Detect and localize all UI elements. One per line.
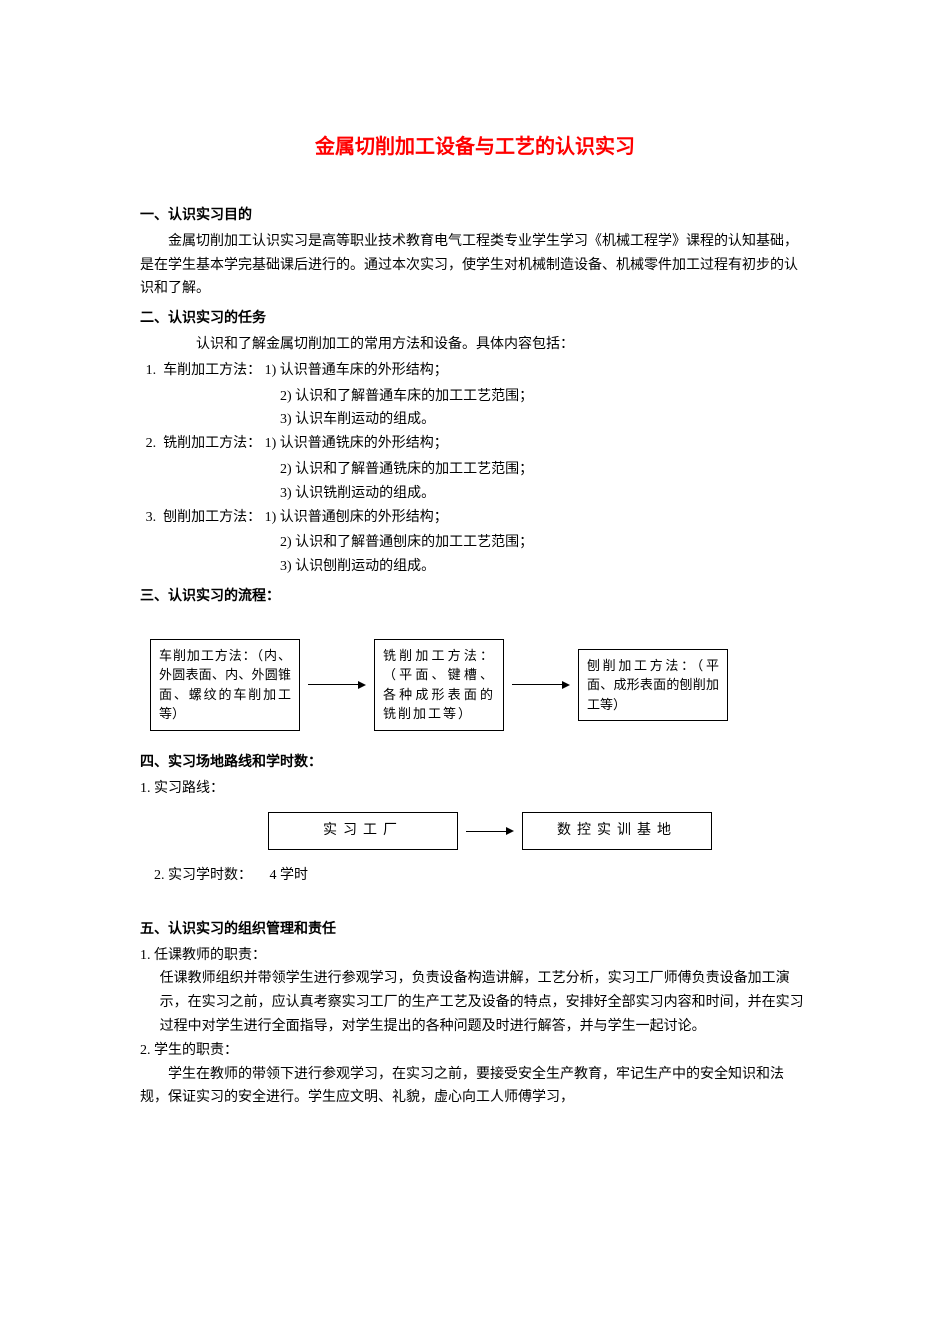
task-3-sub-1: 1) 认识普通刨床的外形结构； bbox=[265, 510, 448, 525]
task-3-sub-3: 3) 认识刨削运动的组成。 bbox=[280, 555, 810, 579]
section-3-heading: 三、认识实习的流程： bbox=[140, 585, 810, 609]
route-box-factory: 实习工厂 bbox=[268, 812, 458, 850]
hours-unit: 学时 bbox=[280, 868, 308, 883]
task-item-2: 2. 铣削加工方法： 1) 认识普通铣床的外形结构； bbox=[146, 432, 810, 456]
arrow-icon bbox=[466, 827, 514, 835]
section-4-heading: 四、实习场地路线和学时数： bbox=[140, 751, 810, 775]
section-2-intro: 认识和了解金属切削加工的常用方法和设备。具体内容包括： bbox=[196, 333, 810, 357]
flowchart-route: 实习工厂 数控实训基地 bbox=[170, 812, 810, 850]
resp-1-num: 1. bbox=[140, 948, 151, 963]
task-1-sub-1: 1) 认识普通车床的外形结构； bbox=[265, 363, 448, 378]
resp-2-title: 学生的职责： bbox=[154, 1043, 238, 1058]
flow-box-milling: 铣削加工方法：（平面、键槽、各种成形表面的铣削加工等） bbox=[374, 639, 504, 731]
route-box-cnc-base: 数控实训基地 bbox=[522, 812, 712, 850]
task-2-sub-3: 3) 认识铣削运动的组成。 bbox=[280, 482, 810, 506]
task-2-sub-1: 1) 认识普通铣床的外形结构； bbox=[265, 436, 448, 451]
section-4-line2: 2. 实习学时数： 4 学时 bbox=[154, 864, 810, 888]
task-2-name: 铣削加工方法： bbox=[163, 436, 261, 451]
flowchart-process: 车削加工方法：（内、外圆表面、内、外圆锥面、螺纹的车削加工等） 铣削加工方法：（… bbox=[150, 639, 810, 731]
section-5-heading: 五、认识实习的组织管理和责任 bbox=[140, 918, 810, 942]
task-1-sub-3: 3) 认识车削运动的组成。 bbox=[280, 408, 810, 432]
task-3-name: 刨削加工方法： bbox=[163, 510, 261, 525]
task-1-num: 1. bbox=[146, 363, 157, 378]
task-3-sub-2: 2) 认识和了解普通刨床的加工工艺范围； bbox=[280, 531, 810, 555]
task-2-num: 2. bbox=[146, 436, 157, 451]
resp-2-body: 学生在教师的带领下进行参观学习，在实习之前，要接受安全生产教育，牢记生产中的安全… bbox=[140, 1063, 810, 1111]
task-1-sub-2: 2) 认识和了解普通车床的加工工艺范围； bbox=[280, 385, 810, 409]
resp-item-2: 2. 学生的职责： bbox=[140, 1039, 810, 1063]
flow-box-planing: 刨削加工方法：（平面、成形表面的刨削加工等） bbox=[578, 649, 728, 722]
task-item-1: 1. 车削加工方法： 1) 认识普通车床的外形结构； bbox=[146, 359, 810, 383]
resp-item-1: 1. 任课教师的职责： bbox=[140, 944, 810, 968]
task-item-3: 3. 刨削加工方法： 1) 认识普通刨床的外形结构； bbox=[146, 506, 810, 530]
section-4-line1: 1. 实习路线： bbox=[140, 777, 810, 801]
section-2-heading: 二、认识实习的任务 bbox=[140, 307, 810, 331]
task-1-name: 车削加工方法： bbox=[163, 363, 261, 378]
arrow-icon bbox=[512, 681, 570, 689]
section-1-heading: 一、认识实习目的 bbox=[140, 204, 810, 228]
arrow-icon bbox=[308, 681, 366, 689]
hours-label: 2. 实习学时数： bbox=[154, 868, 252, 883]
task-3-num: 3. bbox=[146, 510, 157, 525]
resp-2-num: 2. bbox=[140, 1043, 151, 1058]
resp-1-body: 任课教师组织并带领学生进行参观学习，负责设备构造讲解，工艺分析，实习工厂师傅负责… bbox=[160, 967, 810, 1038]
resp-1-title: 任课教师的职责： bbox=[154, 948, 266, 963]
document-title: 金属切削加工设备与工艺的认识实习 bbox=[140, 130, 810, 164]
flow-box-turning: 车削加工方法：（内、外圆表面、内、外圆锥面、螺纹的车削加工等） bbox=[150, 639, 300, 731]
hours-value: 4 bbox=[270, 868, 277, 883]
section-1-body: 金属切削加工认识实习是高等职业技术教育电气工程类专业学生学习《机械工程学》课程的… bbox=[140, 230, 810, 301]
task-2-sub-2: 2) 认识和了解普通铣床的加工工艺范围； bbox=[280, 458, 810, 482]
